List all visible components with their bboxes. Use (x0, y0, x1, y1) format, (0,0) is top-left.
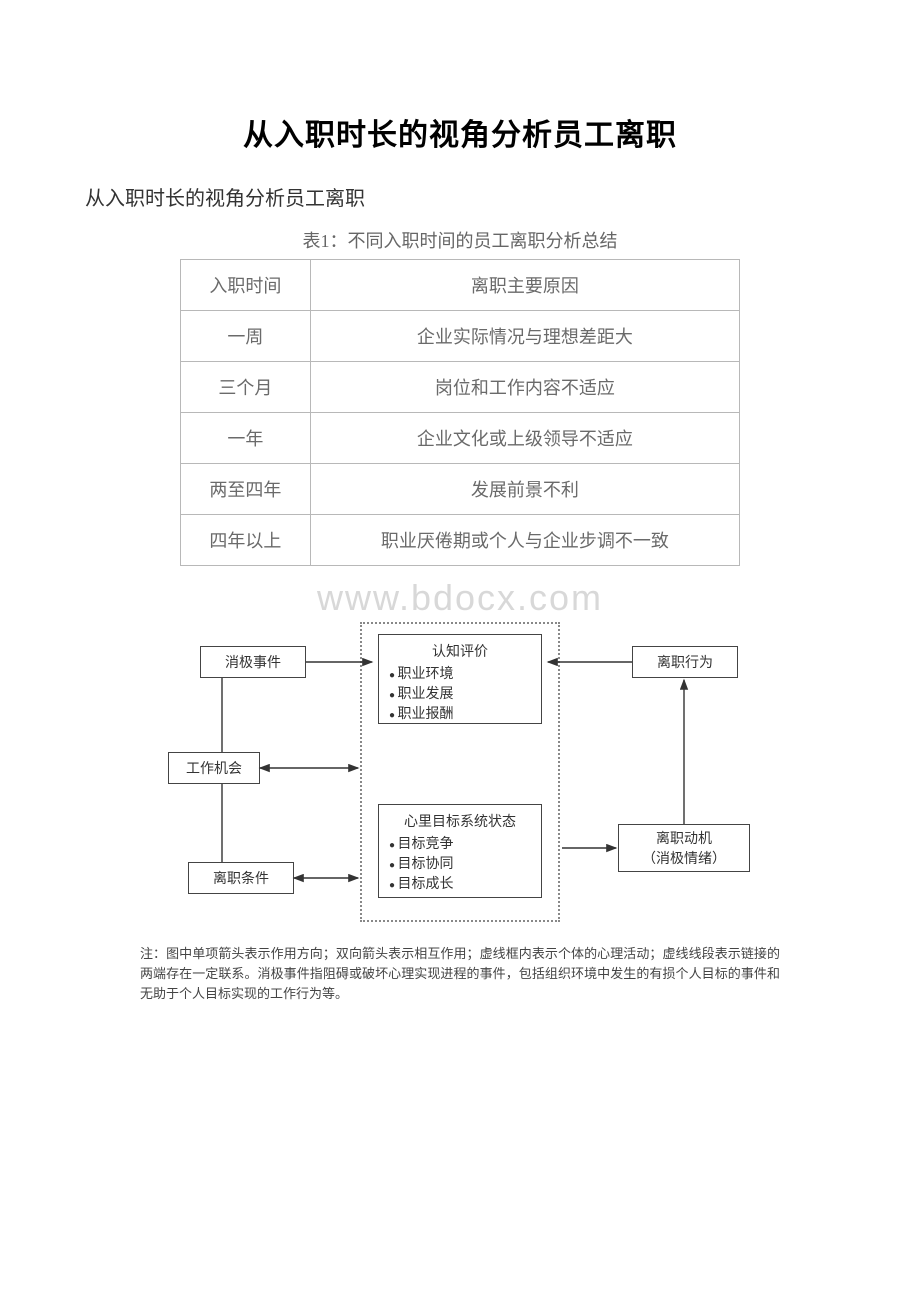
table-cell: 三个月 (181, 362, 311, 413)
node-cognitive-eval: 认知评价 职业环境 职业发展 职业报酬 (378, 634, 542, 724)
table-cell: 企业实际情况与理想差距大 (310, 311, 739, 362)
table-cell: 一周 (181, 311, 311, 362)
node-label: 离职动机 (656, 828, 712, 848)
node-turnover-condition: 离职条件 (188, 862, 294, 894)
table-caption: 表1：不同入职时间的员工离职分析总结 (85, 227, 835, 253)
node-goal-system: 心里目标系统状态 目标竞争 目标协同 目标成长 (378, 804, 542, 898)
node-item-list: 目标竞争 目标协同 目标成长 (389, 833, 531, 893)
node-item-list: 职业环境 职业发展 职业报酬 (389, 663, 531, 723)
node-label: 心里目标系统状态 (389, 811, 531, 831)
table-cell: 职业厌倦期或个人与企业步调不一致 (310, 515, 739, 566)
table-cell: 企业文化或上级领导不适应 (310, 413, 739, 464)
list-item: 目标协同 (389, 853, 531, 873)
node-label: 离职行为 (657, 652, 713, 672)
node-negative-event: 消极事件 (200, 646, 306, 678)
table-col-header: 入职时间 (181, 260, 311, 311)
table-row: 一年企业文化或上级领导不适应 (181, 413, 740, 464)
table-row: 四年以上职业厌倦期或个人与企业步调不一致 (181, 515, 740, 566)
flowchart-footnote: 注：图中单项箭头表示作用方向；双向箭头表示相互作用；虚线框内表示个体的心理活动；… (140, 944, 780, 1004)
list-item: 职业报酬 (389, 703, 531, 723)
node-label: 认知评价 (389, 641, 531, 661)
table-col-header: 离职主要原因 (310, 260, 739, 311)
node-turnover-motive: 离职动机 （消极情绪） (618, 824, 750, 872)
table-row: 两至四年发展前景不利 (181, 464, 740, 515)
node-label: 离职条件 (213, 868, 269, 888)
node-work-opportunity: 工作机会 (168, 752, 260, 784)
list-item: 职业环境 (389, 663, 531, 683)
flowchart: 消极事件 工作机会 离职条件 认知评价 职业环境 职业发展 职业报酬 心里目标系… (140, 604, 780, 944)
analysis-table: 入职时间 离职主要原因 一周企业实际情况与理想差距大 三个月岗位和工作内容不适应… (180, 259, 740, 566)
table-cell: 四年以上 (181, 515, 311, 566)
node-turnover-behavior: 离职行为 (632, 646, 738, 678)
table-cell: 一年 (181, 413, 311, 464)
table-cell: 岗位和工作内容不适应 (310, 362, 739, 413)
node-label: 工作机会 (186, 758, 242, 778)
list-item: 目标竞争 (389, 833, 531, 853)
table-row: 三个月岗位和工作内容不适应 (181, 362, 740, 413)
table-header-row: 入职时间 离职主要原因 (181, 260, 740, 311)
table-cell: 两至四年 (181, 464, 311, 515)
table-row: 一周企业实际情况与理想差距大 (181, 311, 740, 362)
node-label: 消极事件 (225, 652, 281, 672)
page-title: 从入职时长的视角分析员工离职 (85, 110, 835, 154)
table-cell: 发展前景不利 (310, 464, 739, 515)
list-item: 目标成长 (389, 873, 531, 893)
subtitle: 从入职时长的视角分析员工离职 (85, 182, 835, 211)
node-sublabel: （消极情绪） (642, 848, 726, 868)
list-item: 职业发展 (389, 683, 531, 703)
